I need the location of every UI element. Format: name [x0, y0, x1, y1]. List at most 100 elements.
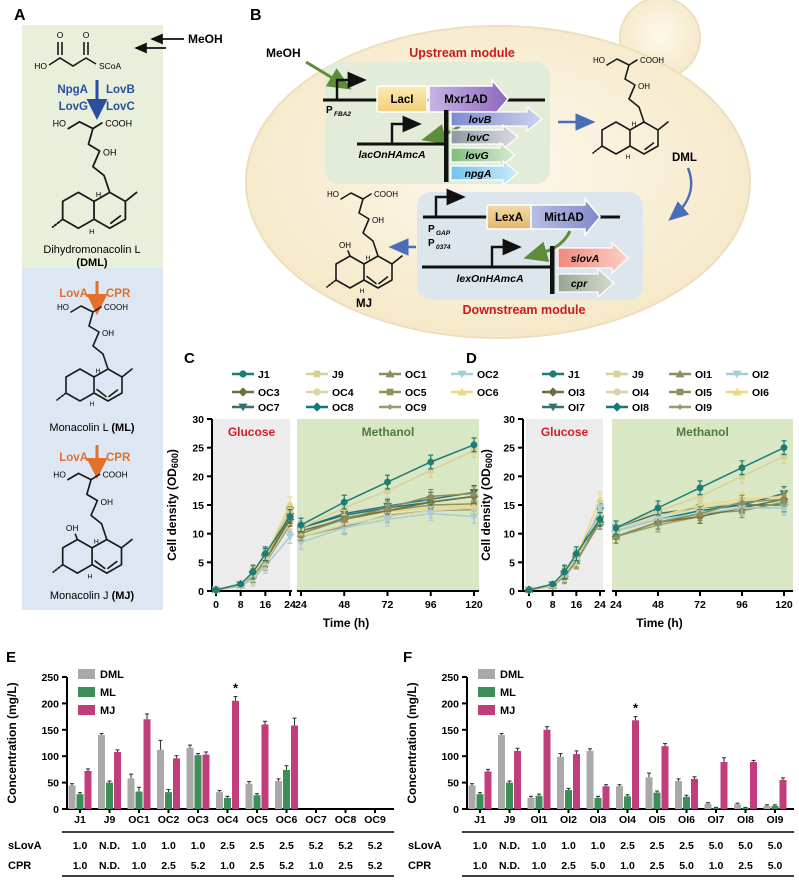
gene-arrow-npga [450, 159, 519, 187]
bar-DML-OI3 [586, 750, 594, 809]
marker-triangle-down [426, 510, 436, 518]
oh-bond [74, 533, 79, 541]
legend-item-J1: J1 [232, 369, 270, 381]
category-label: OI2 [560, 814, 577, 826]
bar-ML-OI9 [771, 805, 779, 809]
h-label: H [96, 190, 101, 199]
marker-circle [313, 388, 321, 396]
bar-DML-OI4 [616, 786, 623, 809]
legend-item-OI5: OI5 [669, 387, 712, 399]
legend-label: OI2 [752, 369, 769, 381]
scoa-label: SCoA [99, 61, 122, 71]
promoter-arrow-2 [390, 115, 422, 144]
ho-label: HO [34, 61, 47, 71]
ho-label: HO [593, 56, 605, 65]
bar-ML-OC1 [135, 791, 143, 809]
y-tick-label: 150 [441, 725, 459, 737]
gene-lovb-label: lovB [469, 114, 492, 126]
gene-slova-label: slovA [571, 253, 600, 265]
oh-label: OH [638, 82, 650, 91]
gene-lovc-label: lovC [467, 132, 490, 144]
bond [86, 478, 108, 541]
gene-lovg-label: lovG [465, 150, 488, 162]
marker-diamond-small [387, 404, 393, 410]
terminator-bar-2 [550, 246, 555, 294]
y-tick-label: 200 [441, 698, 459, 710]
bar-ML-OI4 [624, 796, 631, 809]
bond [358, 198, 379, 257]
bond [340, 192, 372, 200]
y-tick-label: 20 [192, 471, 204, 483]
double-bond [107, 560, 118, 570]
dashed-methyl [51, 218, 64, 229]
category-label: J9 [104, 814, 116, 826]
bar-DML-OC4 [216, 792, 223, 809]
bar-DML-J1 [468, 785, 476, 809]
marker-triangle [611, 532, 621, 540]
row-value: 5.0 [679, 860, 694, 872]
bond [87, 127, 111, 194]
legend-item-J9: J9 [606, 369, 644, 381]
y-tick-label: 250 [41, 672, 59, 684]
category-label: OC9 [364, 814, 386, 826]
marker-triangle [695, 509, 705, 517]
legend-swatch-MJ [78, 705, 95, 715]
y-tick-label: 250 [441, 672, 459, 684]
x-tick-label: 16 [259, 599, 271, 611]
dashed-methyl [52, 563, 64, 573]
marker-square [780, 453, 788, 460]
row-value: 1.0 [309, 860, 324, 872]
bond [67, 472, 101, 481]
y-tick-label: 100 [41, 751, 59, 763]
panel-f-chart: F 0 50 100 150 200 250 Concentration (mg/L) DML M… [403, 649, 794, 877]
oh-label: OH [103, 147, 116, 157]
y-axis-title: Cell density (OD600) [479, 449, 494, 561]
legend-C: J1 J9 OC1 OC2 OC3 OC4 OC5 OC6 OC7 OC8 OC9 [232, 369, 499, 414]
bar-DML-OC6 [275, 781, 282, 809]
marker-circle [549, 580, 557, 588]
legend-swatch-ML [78, 687, 95, 697]
legend-item-OI7: OI7 [542, 402, 585, 414]
marker-triangle-down [595, 504, 605, 512]
row-value: 2.5 [250, 860, 265, 872]
h-label: H [88, 573, 93, 580]
promoter3b-sub: 0374 [436, 244, 451, 251]
x-tick-label: 120 [465, 599, 483, 611]
cooh-label: COOH [104, 303, 128, 312]
y-tick-label: 0 [198, 586, 204, 598]
malonyl-scoa-structure [48, 42, 97, 67]
legend-label: OI7 [568, 402, 585, 414]
category-label: OI9 [767, 814, 784, 826]
marker-circle [249, 568, 257, 576]
legend-label: OC6 [477, 387, 499, 399]
legend-swatch-MJ [478, 705, 495, 715]
category-label: OC3 [187, 814, 209, 826]
category-label: OC1 [128, 814, 150, 826]
y-tick-label: 10 [192, 529, 204, 541]
marker-diamond [238, 387, 248, 397]
row-value: 1.0 [709, 860, 724, 872]
h-label: H [94, 539, 99, 546]
marker-circle [384, 478, 391, 486]
row-value: 1.0 [220, 860, 235, 872]
enzyme-lovc: LovC [106, 101, 135, 113]
double-bond [109, 215, 122, 225]
bar-MJ-OC1 [143, 719, 151, 809]
category-label: OI8 [737, 814, 754, 826]
legend-item-OC5: OC5 [379, 387, 427, 399]
row-value: 1.0 [561, 840, 576, 852]
marker-circle [696, 484, 704, 492]
tf1-box [376, 85, 428, 113]
bond [124, 191, 138, 203]
compound2-text: Monacolin L [49, 422, 111, 434]
marker-triangle-down [457, 370, 467, 379]
glucose-phase-bg [213, 419, 290, 591]
compound2-name: Monacolin L (ML) [49, 422, 135, 434]
marker-circle [613, 388, 621, 396]
bar-DML-J9 [498, 735, 505, 809]
legend-item-J1: J1 [542, 369, 580, 381]
gene-arrow-cpr [557, 267, 615, 299]
row-value: 1.0 [532, 840, 547, 852]
marker-circle [286, 513, 294, 520]
gene-npga-label: npgA [465, 168, 492, 180]
